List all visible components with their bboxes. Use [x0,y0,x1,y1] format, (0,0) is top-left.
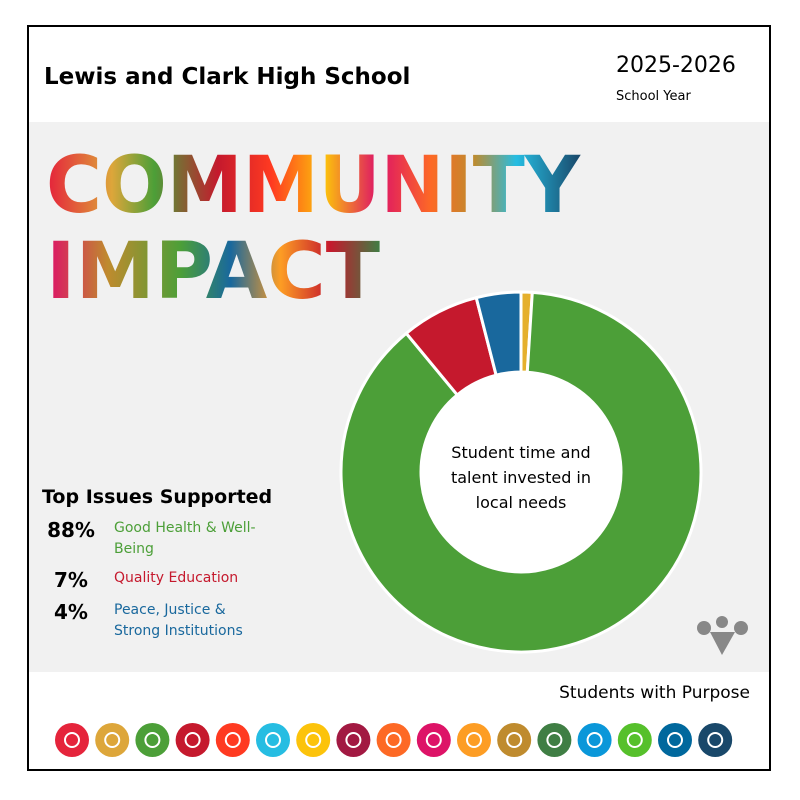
goal-icon-glyph [64,732,80,748]
year-label: School Year [616,89,691,104]
goal-icon [215,723,250,757]
donut-hole [422,373,620,571]
legend-row: 88% Good Health & Well-Being [40,518,280,560]
headline: IMPACT [46,227,380,317]
legend-label: Quality Education [114,570,239,586]
goal-icon [376,723,411,757]
goal-icon-glyph [104,732,121,748]
goal-icon-glyph [707,732,724,748]
goal-icon [416,723,451,757]
goal-icon [617,723,652,757]
footer: Students with Purpose [559,683,750,703]
goal-icon [658,723,692,757]
school-name: Lewis and Clark High School [44,64,410,90]
goal-icon [457,723,491,757]
goal-icon [497,723,532,757]
goal-icon-glyph [667,732,683,748]
goal-icon [55,723,89,757]
goal-icon-glyph [305,732,322,748]
legend-label: Good Health & Well-Being [114,520,256,557]
legend-label: Peace, Justice & Strong Institutions [114,602,243,639]
goal-icon-glyph [425,732,442,748]
donut-slice [339,290,703,654]
legend-row: 7% Quality Education [40,568,280,592]
goal-icon [175,723,210,757]
legend-value: 7% [54,568,88,592]
donut-slice [474,290,523,377]
goal-icon-glyph [466,732,482,748]
goal-icon [296,723,331,757]
legend-title: Top Issues Supported [42,486,272,508]
goal-icon [336,723,371,757]
center-text: Student time and talent invested in loca… [450,443,592,512]
headline: COMMUNITY [46,141,581,231]
logo [697,616,748,655]
goal-icons [55,723,733,757]
legend-value: 4% [54,600,88,624]
legend-row: 4% Peace, Justice & Strong Institutions [40,600,280,642]
goal-icon [135,723,170,757]
goal-icon-glyph [224,732,241,748]
goal-icon-glyph [586,732,603,748]
goal-icon-glyph [385,732,402,748]
goal-icon-glyph [144,732,161,748]
goal-icon [95,723,130,757]
goal-icon-glyph [184,732,201,748]
goal-icon [698,723,733,757]
goal-icon [256,723,290,757]
year: 2025-2026 [616,53,736,78]
goal-icon-glyph [626,732,643,748]
goal-icon-glyph [506,732,523,748]
goal-icon-glyph [345,732,362,748]
goal-icon [577,723,612,757]
legend-value: 88% [47,518,95,542]
goal-icon [537,723,572,757]
goal-icon-glyph [265,732,281,748]
goal-icon-glyph [546,732,563,748]
